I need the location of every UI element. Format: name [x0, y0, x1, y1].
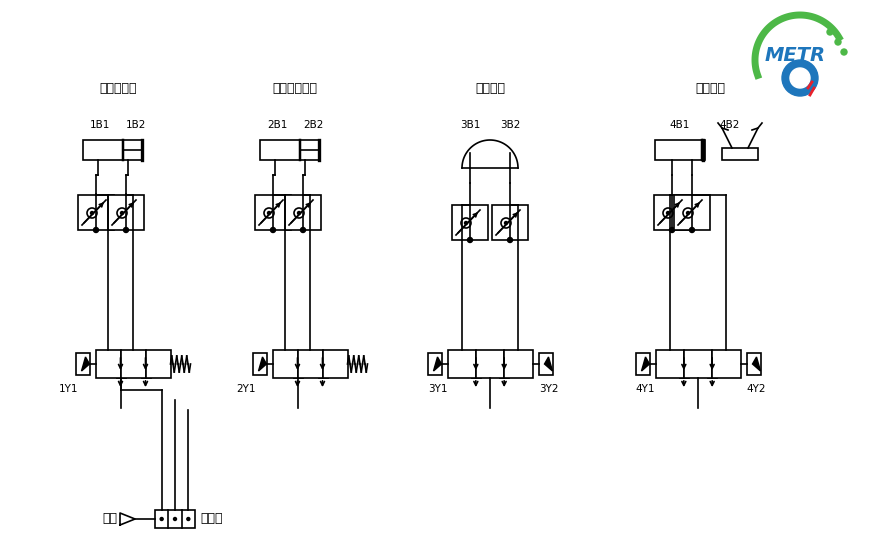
Bar	[155, 510, 195, 528]
Text: 提升台气缸: 提升台气缸	[100, 81, 137, 95]
Text: 摆动气缸: 摆动气缸	[475, 81, 505, 95]
Circle shape	[174, 517, 176, 520]
Circle shape	[268, 212, 271, 214]
Bar	[452, 205, 488, 240]
Circle shape	[686, 212, 690, 214]
Bar	[684, 350, 712, 378]
Circle shape	[505, 222, 507, 224]
Bar	[538, 353, 553, 375]
Circle shape	[667, 212, 669, 214]
Circle shape	[91, 212, 93, 214]
Text: METR: METR	[765, 46, 826, 65]
Circle shape	[690, 227, 694, 232]
Circle shape	[669, 227, 675, 232]
Bar	[635, 353, 650, 375]
Bar	[427, 353, 441, 375]
Bar	[322, 350, 347, 378]
Circle shape	[507, 237, 513, 242]
Bar	[297, 350, 322, 378]
Bar	[83, 140, 143, 160]
Bar	[76, 353, 90, 375]
Circle shape	[297, 212, 301, 214]
Text: 手指气缸: 手指气缸	[695, 81, 725, 95]
Circle shape	[790, 68, 810, 88]
Bar	[712, 350, 740, 378]
Circle shape	[93, 227, 99, 232]
Text: 1B2: 1B2	[125, 120, 146, 130]
Text: 气源: 气源	[102, 512, 117, 525]
Circle shape	[467, 237, 473, 242]
Bar	[272, 350, 297, 378]
Circle shape	[160, 517, 163, 520]
Bar	[504, 350, 532, 378]
Circle shape	[120, 212, 124, 214]
Circle shape	[835, 39, 841, 45]
Circle shape	[782, 60, 818, 96]
Polygon shape	[258, 357, 266, 371]
Circle shape	[187, 517, 190, 520]
Polygon shape	[753, 357, 760, 371]
Bar	[145, 350, 171, 378]
Circle shape	[301, 227, 305, 232]
Bar	[476, 350, 504, 378]
Text: 4Y1: 4Y1	[635, 384, 655, 394]
Text: 4B2: 4B2	[720, 120, 740, 130]
Circle shape	[827, 29, 833, 35]
Polygon shape	[642, 357, 650, 371]
Bar	[95, 350, 120, 378]
Text: 手臂伸出气缸: 手臂伸出气缸	[272, 81, 318, 95]
Bar	[285, 195, 321, 230]
Text: 1B1: 1B1	[90, 120, 110, 130]
Polygon shape	[433, 357, 441, 371]
Bar	[260, 140, 320, 160]
Bar	[656, 350, 684, 378]
Bar	[253, 353, 266, 375]
Text: 汇流板: 汇流板	[200, 512, 222, 525]
Circle shape	[841, 49, 847, 55]
Bar	[108, 195, 144, 230]
Bar	[120, 350, 145, 378]
Text: 1Y1: 1Y1	[59, 384, 78, 394]
Text: 3B1: 3B1	[460, 120, 481, 130]
Text: 3Y2: 3Y2	[538, 384, 558, 394]
Text: 2Y1: 2Y1	[236, 384, 255, 394]
Bar	[722, 148, 758, 160]
Bar	[255, 195, 291, 230]
Bar	[448, 350, 476, 378]
Bar	[655, 140, 705, 160]
Circle shape	[465, 222, 467, 224]
Text: 3Y1: 3Y1	[428, 384, 448, 394]
Text: 4Y2: 4Y2	[747, 384, 766, 394]
Polygon shape	[545, 357, 553, 371]
Circle shape	[271, 227, 276, 232]
Text: 4B1: 4B1	[670, 120, 690, 130]
Bar	[78, 195, 114, 230]
Text: 2B2: 2B2	[303, 120, 323, 130]
Text: 2B1: 2B1	[267, 120, 287, 130]
Text: 3B2: 3B2	[500, 120, 520, 130]
Polygon shape	[82, 357, 90, 371]
Bar	[492, 205, 528, 240]
Bar	[654, 195, 690, 230]
Bar	[674, 195, 710, 230]
Bar	[747, 353, 760, 375]
Circle shape	[124, 227, 128, 232]
